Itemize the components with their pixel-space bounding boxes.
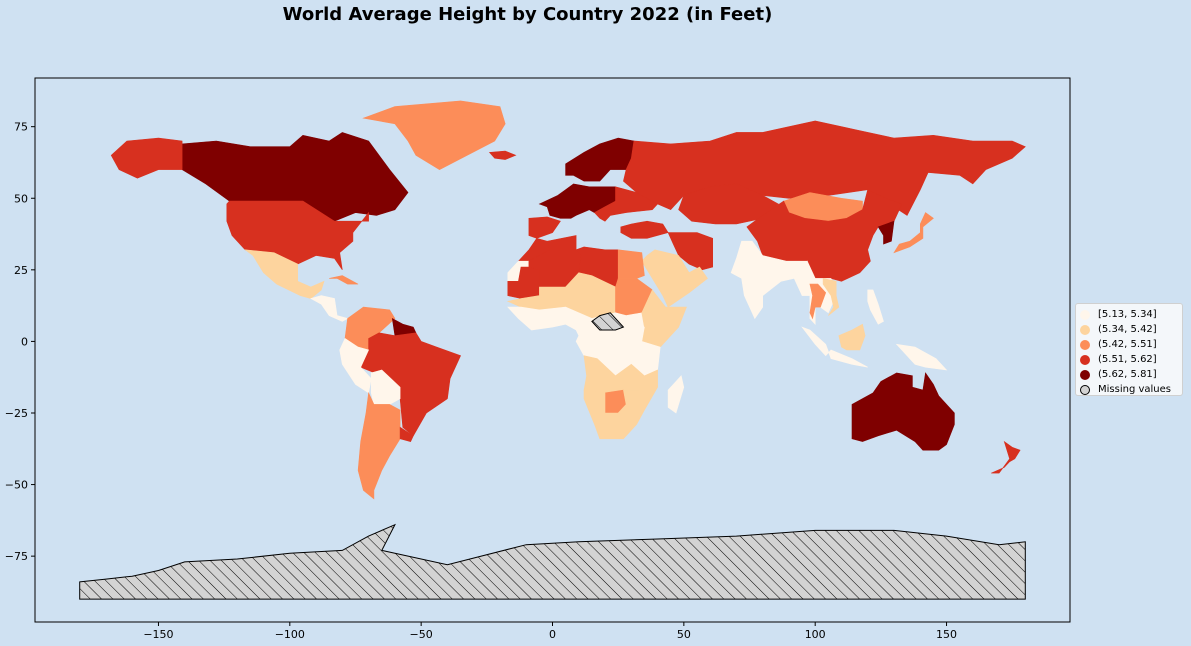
x-tick-label: 0	[549, 628, 556, 641]
region-japan	[893, 212, 934, 254]
y-tick-label: −25	[5, 407, 28, 420]
legend-item: Missing values	[1080, 382, 1182, 397]
region-ecuador-peru	[339, 338, 372, 394]
y-tick-label: −75	[5, 550, 28, 563]
region-new-guinea	[895, 343, 948, 371]
legend-label: (5.51, 5.62]	[1098, 354, 1157, 365]
y-axis: 75 50 25 0 −25 −50 −75	[5, 121, 35, 563]
legend-label: (5.34, 5.42]	[1098, 324, 1157, 335]
region-vietnam	[822, 278, 840, 316]
region-philippines	[867, 289, 884, 325]
x-tick-label: −100	[275, 628, 305, 641]
region-arabian-peninsula	[641, 249, 708, 308]
legend-item: (5.51, 5.62]	[1080, 352, 1182, 367]
region-iceland	[488, 150, 517, 160]
region-madagascar	[667, 375, 685, 414]
region-bolivia	[370, 369, 401, 405]
region-uruguay	[399, 426, 414, 442]
map-title: World Average Height by Country 2022 (in…	[282, 4, 773, 25]
region-united-states	[226, 200, 369, 270]
region-iran	[667, 232, 714, 271]
y-tick-label: 75	[14, 121, 28, 134]
legend: [5.13, 5.34] (5.34, 5.42] (5.42, 5.51] (5.5…	[1075, 303, 1183, 396]
legend-swatch-icon	[1080, 384, 1090, 395]
x-tick-label: −50	[410, 628, 433, 641]
region-iberia	[528, 216, 561, 239]
country-regions	[79, 100, 1026, 600]
x-tick-label: 50	[677, 628, 691, 641]
region-australia	[851, 372, 955, 451]
legend-item: (5.34, 5.42]	[1080, 322, 1182, 337]
region-central-african-republic	[591, 312, 625, 331]
region-south-africa	[583, 369, 658, 440]
region-cuba	[329, 275, 359, 285]
y-tick-label: 50	[14, 192, 28, 205]
y-tick-label: −50	[5, 479, 28, 492]
legend-label: (5.62, 5.81]	[1098, 369, 1157, 380]
legend-swatch-icon	[1080, 354, 1090, 365]
x-tick-label: 150	[936, 628, 957, 641]
legend-item: (5.62, 5.81]	[1080, 367, 1182, 382]
legend-swatch-icon	[1080, 309, 1090, 320]
legend-swatch-icon	[1080, 369, 1090, 380]
region-alaska	[110, 137, 183, 179]
region-korea	[877, 220, 895, 245]
legend-swatch-icon	[1080, 324, 1090, 335]
region-argentina-chile	[357, 391, 401, 500]
region-antarctica	[79, 523, 1026, 600]
x-axis: −150 −100 −50 0 50 100 150	[143, 622, 957, 641]
x-tick-label: −150	[143, 628, 173, 641]
region-new-zealand	[991, 440, 1021, 474]
region-borneo	[838, 323, 866, 351]
region-mexico	[244, 249, 325, 299]
y-tick-label: 25	[14, 264, 28, 277]
region-greenland	[362, 100, 506, 170]
legend-label: (5.42, 5.51]	[1098, 339, 1157, 350]
legend-label: Missing values	[1098, 384, 1171, 395]
x-tick-label: 100	[805, 628, 826, 641]
region-egypt	[617, 249, 645, 279]
legend-item: [5.13, 5.34]	[1080, 307, 1182, 322]
legend-label: [5.13, 5.34]	[1098, 309, 1157, 320]
y-tick-label: 0	[21, 335, 28, 348]
legend-item: (5.42, 5.51]	[1080, 337, 1182, 352]
region-indonesia	[801, 326, 868, 368]
region-thailand	[809, 283, 827, 320]
legend-swatch-icon	[1080, 339, 1090, 350]
